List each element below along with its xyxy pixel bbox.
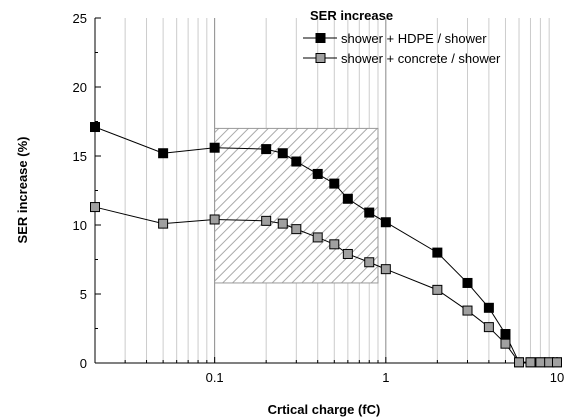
axes: 0 5 10 15 20 25 0.1 1 10	[73, 11, 565, 385]
legend-item: shower + HDPE / shower	[303, 31, 487, 46]
data-point	[514, 357, 525, 368]
data-point	[90, 202, 100, 213]
data-point	[364, 257, 375, 268]
data-point	[342, 193, 353, 204]
data-point	[312, 232, 323, 243]
data-point	[432, 247, 443, 258]
data-point	[380, 264, 391, 275]
x-axis-title: Crtical charge (fC)	[268, 402, 381, 417]
data-point	[277, 218, 288, 229]
y-tick-label: 0	[80, 356, 87, 371]
data-point	[462, 305, 473, 316]
legend-label: shower + concrete / shower	[341, 51, 501, 66]
legend-title: SER increase	[310, 8, 393, 23]
y-tick-label: 10	[73, 218, 87, 233]
data-point	[483, 322, 494, 333]
y-tick-label: 20	[73, 80, 87, 95]
data-point	[432, 284, 443, 295]
data-point	[552, 357, 562, 368]
data-point	[462, 277, 473, 288]
series-2	[90, 202, 562, 368]
data-point	[261, 215, 272, 226]
data-point	[483, 302, 494, 313]
legend-item: shower + concrete / shower	[303, 51, 501, 66]
y-tick-label: 5	[80, 287, 87, 302]
data-point	[158, 148, 169, 159]
data-point	[158, 218, 169, 229]
legend-marker	[315, 33, 326, 43]
data-point	[535, 357, 546, 368]
data-point	[209, 214, 220, 225]
y-axis-title: SER increase (%)	[15, 137, 30, 244]
x-tick-label: 10	[550, 370, 564, 385]
data-point	[90, 122, 100, 133]
y-tick-label: 15	[73, 149, 87, 164]
data-point	[342, 248, 353, 259]
y-tick-label: 25	[73, 11, 87, 26]
x-tick-label: 1	[382, 370, 389, 385]
data-point	[329, 239, 340, 250]
data-point	[500, 338, 511, 349]
data-point	[364, 207, 375, 218]
hatched-region	[214, 127, 379, 284]
data-point	[277, 148, 288, 159]
legend-marker	[315, 53, 326, 63]
data-point	[291, 156, 302, 167]
legend: SER increase shower + HDPE / shower shower…	[303, 8, 501, 66]
data-series	[90, 122, 562, 368]
data-point	[380, 217, 391, 228]
data-point	[261, 144, 272, 155]
legend-label: shower + HDPE / shower	[341, 31, 487, 46]
data-point	[500, 329, 511, 340]
data-point	[209, 142, 220, 153]
x-tick-label: 0.1	[206, 370, 224, 385]
data-point	[525, 357, 536, 368]
data-point	[312, 168, 323, 179]
highlight-region	[214, 127, 379, 284]
data-point	[291, 224, 302, 235]
data-point	[329, 178, 340, 189]
